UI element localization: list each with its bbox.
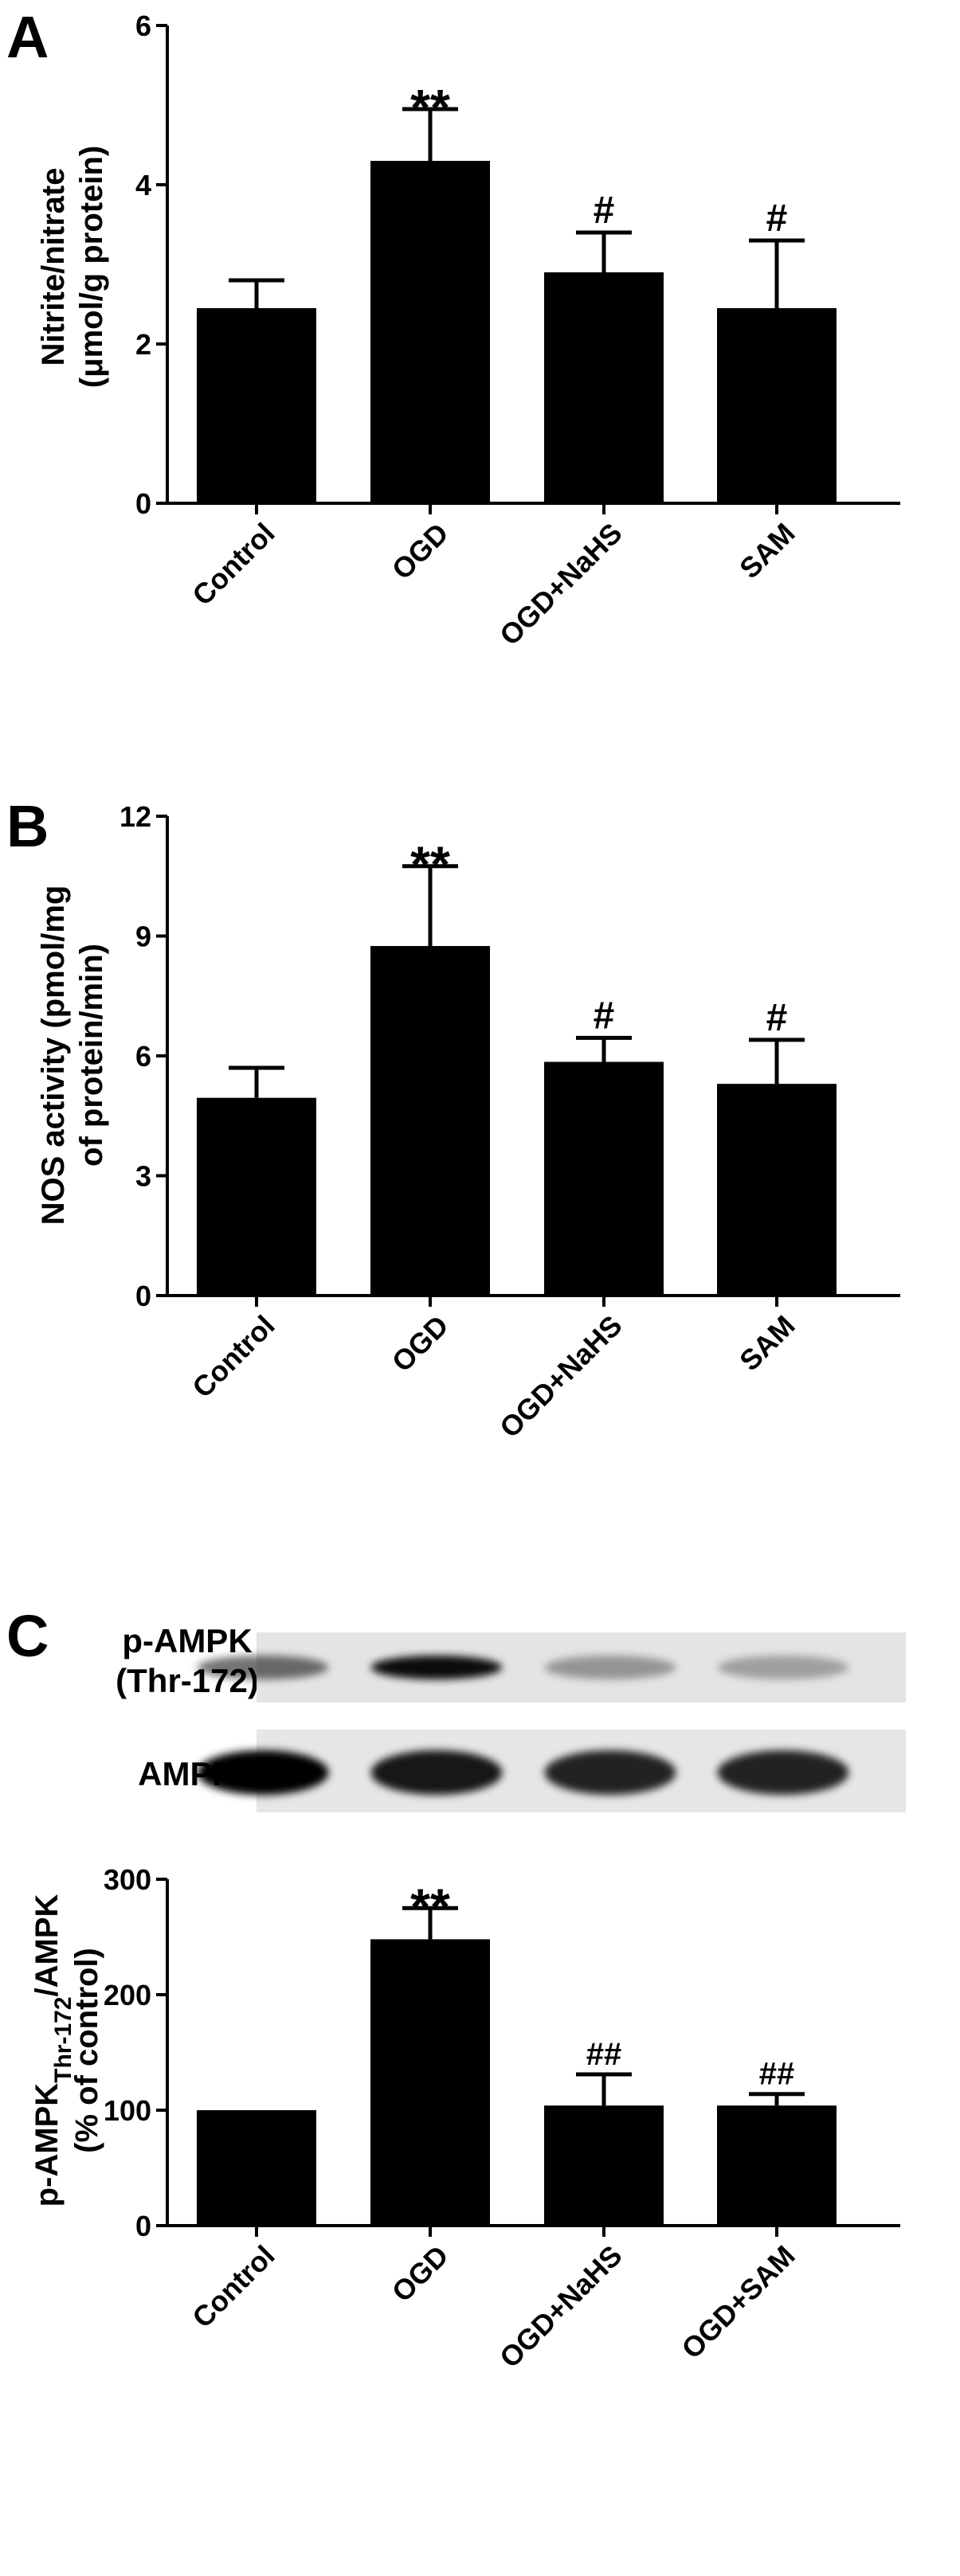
significance-mark: # [594,995,615,1037]
total-ampk-bands [197,1750,849,1795]
y-tick-label: 100 [104,2094,151,2127]
blot-band [717,1750,849,1795]
panel-a-bar-chart: A Nitrite/nitrate (μmol/g protein) ** # #0… [6,4,900,651]
blot-band [197,1750,329,1795]
x-category-label: OGD+NaHS [493,1309,629,1444]
y-tick-label: 6 [135,1040,151,1073]
y-tick-label: 200 [104,1979,151,2011]
panel-letter-a: A [6,4,49,70]
y-tick-label: 6 [135,10,151,42]
significance-mark: ## [586,2037,622,2072]
x-category-label: OGD [386,517,455,586]
y-axis-title-main: p-AMPK [29,2083,65,2207]
y-axis-title-tail: /AMPK [29,1894,65,1996]
plot-area-c: ** ## ## 0 100 200 300 Control OGD OGD+NaHS OGD+SA… [104,1863,900,2374]
bar [197,1097,316,1296]
significance-mark: ** [410,1878,450,1935]
y-axis-title-line-2: (% of control) [69,1948,104,2153]
significance-mark: # [766,997,788,1039]
y-tick-label: 3 [135,1160,151,1193]
panel-letter-b: B [6,793,49,859]
x-category-label: OGD+NaHS [493,2239,629,2375]
x-category-label: Control [186,1309,280,1404]
phospho-ampk-bands [197,1655,849,1679]
x-category-label: OGD+NaHS [493,517,629,652]
bar [717,1084,837,1296]
y-axis-title-line-1: Nitrite/nitrate [36,168,71,366]
significance-mark: ## [759,2057,795,2092]
y-tick-label: 9 [135,921,151,953]
y-axis-title-line-2: (μmol/g protein) [74,146,109,388]
blot-band [370,1750,503,1795]
y-tick-label: 12 [120,800,151,833]
x-category-label: OGD [386,2239,455,2308]
y-tick-label: 300 [104,1863,151,1896]
bar [197,308,316,503]
panel-b-bar-chart: B NOS activity (pmol/mg of protein/min) … [6,793,900,1444]
x-category-label: OGD [386,1309,455,1378]
bar [370,161,490,503]
plot-area-a: ** # #0 2 4 6 Control OGD OGD+NaHS SAM [135,10,900,651]
x-category-label: Control [186,2239,280,2334]
y-axis-title-line-1: NOS activity (pmol/mg [36,885,71,1225]
blot-band [717,1655,849,1679]
bar [544,2105,664,2226]
y-axis-title-line-2: of protein/min) [74,944,109,1167]
x-category-label: Control [186,517,280,612]
bar [717,308,837,503]
y-tick-label: 2 [135,328,151,361]
x-category-label: SAM [733,517,801,585]
blot-label-phospho-line-1: p-AMPK [122,1622,252,1659]
panel-letter-c: C [6,1603,49,1669]
blot-band [544,1750,676,1795]
bar [370,1939,490,2226]
panel-c-western-blot-and-bar-chart: C p-AMPK (Thr-172) AMPK p-AMPKThr-172/AM… [6,1603,906,2374]
y-tick-label: 0 [135,1280,151,1312]
y-tick-label: 0 [135,2210,151,2242]
plot-area-b: ** # #0 3 6 9 12 Control OGD OGD+NaHS SAM [120,800,900,1444]
blot-band [197,1655,329,1679]
blot-band [544,1655,676,1679]
significance-mark: # [594,190,615,232]
significance-mark: ** [410,79,450,136]
significance-mark: # [766,197,788,240]
bar [717,2105,837,2226]
y-tick-label: 0 [135,487,151,520]
x-category-label: SAM [733,1309,801,1378]
y-tick-label: 4 [135,169,151,201]
y-axis-title-line-1: p-AMPKThr-172/AMPK [29,1894,76,2207]
bar [544,1061,664,1296]
x-category-label: OGD+SAM [675,2239,801,2365]
bar [197,2110,316,2226]
y-axis-title-subscript: Thr-172 [50,1996,76,2082]
bar [544,272,664,503]
significance-mark: ** [410,836,450,893]
bar [370,946,490,1296]
blot-band [370,1655,503,1679]
